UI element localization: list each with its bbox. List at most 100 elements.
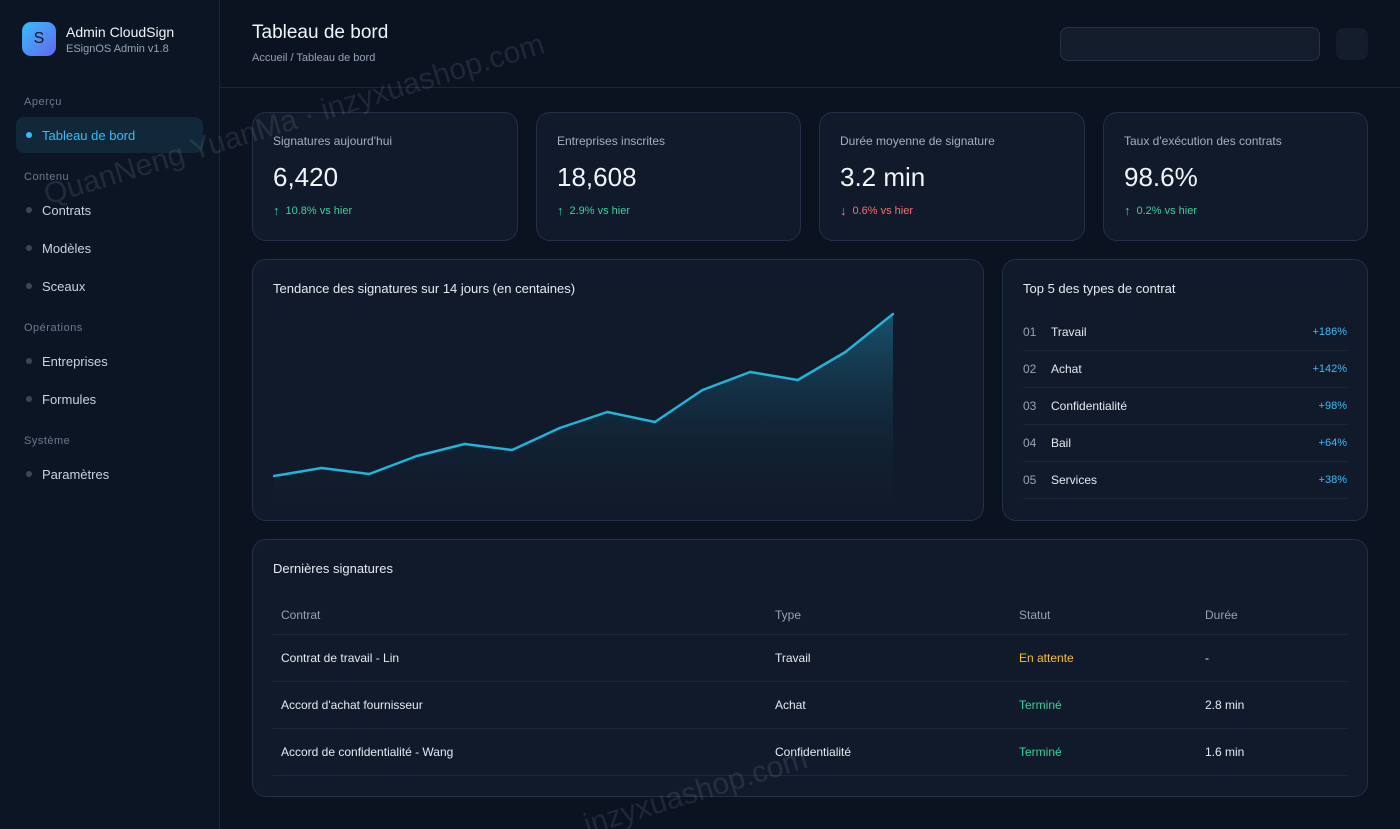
kpi-label: Taux d'exécution des contrats	[1124, 134, 1282, 148]
list-item: 05 Services +38%	[1023, 462, 1347, 499]
contract-name: Contrat de travail - Lin	[281, 651, 400, 665]
kpi-delta-text: 2.9% vs hier	[569, 204, 631, 217]
sidebar-item-modeles[interactable]: Modèles	[16, 230, 203, 266]
trend-area	[274, 314, 893, 500]
contract-type: Travail	[1051, 325, 1087, 339]
arrow-up-icon: ↑	[273, 203, 280, 218]
growth-pct: +98%	[1318, 400, 1347, 412]
kpi-delta: ↑ 0.2% vs hier	[1124, 203, 1197, 218]
kpi-delta: ↑ 2.9% vs hier	[557, 203, 630, 218]
sidebar-item-label: Entreprises	[42, 353, 108, 369]
brand: S Admin CloudSign ESignOS Admin v1.8	[22, 22, 174, 56]
bullet-icon	[26, 471, 32, 477]
trend-point-7	[558, 426, 561, 430]
contract-type: Achat	[1051, 362, 1082, 376]
column-header-duree: Durée	[1205, 608, 1238, 622]
arrow-down-icon: ↓	[840, 203, 847, 218]
nav-section-apercu: Aperçu	[24, 96, 62, 108]
bullet-icon	[26, 207, 32, 213]
trend-chart	[272, 312, 895, 500]
bullet-icon	[26, 283, 32, 289]
breadcrumb: Accueil / Tableau de bord	[252, 52, 376, 64]
kpi-delta: ↑ 10.8% vs hier	[273, 203, 352, 218]
duration: 2.8 min	[1205, 698, 1245, 712]
table-row[interactable]: Contrat de travail - Lin Travail En atte…	[273, 635, 1347, 682]
contract-type: Services	[1051, 473, 1098, 487]
kpi-label: Entreprises inscrites	[557, 134, 666, 148]
growth-pct: +38%	[1318, 474, 1347, 486]
table-row[interactable]: Accord de confidentialité - Wang Confide…	[273, 729, 1347, 776]
contract-type: Confidentialité	[775, 745, 852, 759]
sidebar-item-label: Sceaux	[42, 278, 86, 294]
kpi-value: 6,420	[273, 162, 339, 192]
kpi-label: Signatures aujourd'hui	[273, 134, 393, 148]
trend-point-6	[510, 448, 514, 452]
kpi-card-duree: Durée moyenne de signature 3.2 min ↓ 0.6…	[819, 112, 1085, 241]
sidebar-item-label: Paramètres	[42, 466, 110, 482]
contract-name: Accord d'achat fournisseur	[281, 698, 423, 712]
bullet-icon	[26, 132, 32, 138]
search-input[interactable]	[1060, 27, 1320, 61]
bullet-icon	[26, 396, 32, 402]
sidebar-item-label: Tableau de bord	[42, 127, 136, 143]
top5-card: Top 5 des types de contrat 01 Travail +1…	[1002, 259, 1368, 521]
trend-point-11	[749, 370, 752, 374]
recent-signatures-title: Dernières signatures	[273, 561, 393, 576]
list-item: 03 Confidentialité +98%	[1023, 388, 1347, 425]
column-header-statut: Statut	[1019, 608, 1051, 622]
contract-type: Confidentialité	[1051, 399, 1128, 413]
kpi-value: 3.2 min	[840, 162, 926, 192]
arrow-up-icon: ↑	[1124, 203, 1131, 218]
bullet-icon	[26, 358, 32, 364]
bullet-icon	[26, 245, 32, 251]
list-item: 02 Achat +142%	[1023, 351, 1347, 388]
rank: 05	[1023, 473, 1037, 487]
top5-title: Top 5 des types de contrat	[1023, 281, 1176, 296]
contract-type: Travail	[775, 651, 811, 665]
header-action-button[interactable]	[1336, 28, 1368, 60]
arrow-up-icon: ↑	[557, 203, 564, 218]
sidebar-item-tableau-de-bord[interactable]: Tableau de bord	[16, 117, 203, 153]
sidebar-item-contrats[interactable]: Contrats	[16, 192, 203, 228]
sidebar-item-parametres[interactable]: Paramètres	[16, 456, 203, 492]
list-item: 04 Bail +64%	[1023, 425, 1347, 462]
nav-section-systeme: Système	[24, 435, 71, 447]
trend-point-10	[701, 388, 704, 392]
nav-section-operations: Opérations	[24, 322, 83, 334]
rank: 02	[1023, 362, 1037, 376]
sidebar-item-label: Modèles	[42, 240, 92, 256]
rank: 01	[1023, 325, 1037, 339]
page-header: Tableau de bord Accueil / Tableau de bor…	[220, 0, 1400, 88]
app-name: Admin CloudSign	[66, 24, 175, 40]
recent-signatures-card: Dernières signatures Contrat Type Statut…	[252, 539, 1368, 797]
app-version: ESignOS Admin v1.8	[66, 43, 169, 55]
status-text: Terminé	[1019, 745, 1062, 759]
trend-point-3	[368, 472, 371, 476]
sidebar-item-label: Formules	[42, 391, 97, 407]
table-header: Contrat Type Statut Durée	[273, 596, 1347, 635]
trend-line	[273, 313, 894, 478]
kpi-label: Durée moyenne de signature	[840, 134, 995, 148]
sidebar-item-formules[interactable]: Formules	[16, 381, 203, 417]
trend-point-9	[653, 420, 657, 424]
kpi-delta-text: 0.6% vs hier	[852, 204, 914, 217]
kpi-card-taux: Taux d'exécution des contrats 98.6% ↑ 0.…	[1103, 112, 1368, 241]
growth-pct: +64%	[1318, 437, 1347, 449]
rank: 04	[1023, 436, 1037, 450]
kpi-value: 18,608	[557, 162, 637, 192]
trend-point-13	[844, 350, 847, 354]
table-row[interactable]: Accord d'achat fournisseur Achat Terminé…	[273, 682, 1347, 729]
list-item: 01 Travail +186%	[1023, 314, 1347, 351]
trend-point-12	[796, 378, 799, 382]
trend-point-1	[272, 474, 276, 478]
sidebar-item-sceaux[interactable]: Sceaux	[16, 268, 203, 304]
duration: -	[1205, 651, 1209, 665]
growth-pct: +142%	[1312, 363, 1347, 375]
contract-type: Achat	[775, 698, 806, 712]
sidebar-item-entreprises[interactable]: Entreprises	[16, 343, 203, 379]
growth-pct: +186%	[1312, 326, 1347, 338]
sidebar-item-label: Contrats	[42, 202, 92, 218]
status-text: En attente	[1019, 651, 1074, 665]
kpi-card-entreprises: Entreprises inscrites 18,608 ↑ 2.9% vs h…	[536, 112, 801, 241]
column-header-contrat: Contrat	[281, 608, 321, 622]
